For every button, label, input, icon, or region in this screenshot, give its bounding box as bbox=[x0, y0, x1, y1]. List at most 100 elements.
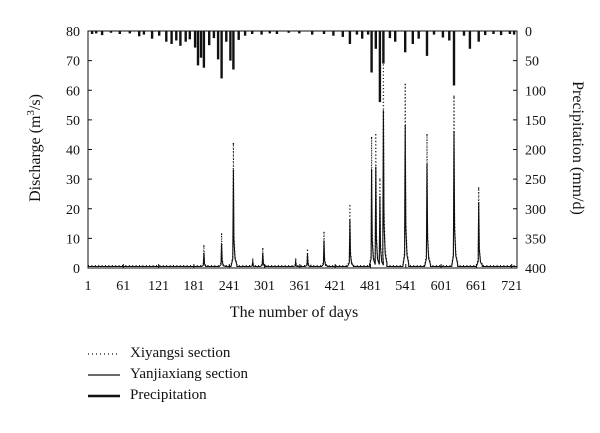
xiyangsi-peak-13 bbox=[404, 83, 406, 86]
yanjiaxiang-peak-2 bbox=[232, 169, 235, 171]
y-left-tick-label-8: 80 bbox=[66, 25, 80, 40]
x-tick-label-11: 661 bbox=[466, 279, 487, 294]
precipitation-bar-9 bbox=[158, 31, 161, 36]
yanjiaxiang-peak-8 bbox=[349, 219, 351, 222]
precipitation-bar-63 bbox=[508, 31, 512, 34]
precipitation-bar-30 bbox=[260, 31, 263, 35]
precipitation-bar-61 bbox=[492, 31, 495, 34]
xiyangsi-peak-1 bbox=[220, 233, 223, 235]
xiyangsi-peak-6 bbox=[306, 249, 309, 251]
precipitation-bar-38 bbox=[341, 31, 344, 37]
yanjiaxiang-peak-0 bbox=[203, 252, 205, 254]
x-tick-label-3: 181 bbox=[183, 279, 204, 294]
yanjiaxiang-peak-3 bbox=[252, 261, 254, 263]
yanjiaxiang-peak-6 bbox=[306, 254, 309, 256]
precipitation-bar-22 bbox=[216, 31, 220, 60]
legend-label-xiyangsi: Xiyangsi section bbox=[130, 345, 231, 361]
precipitation-bar-28 bbox=[243, 31, 247, 36]
y-axis-left-label: Discharge (m3/s) bbox=[25, 94, 44, 202]
precipitation-bar-64 bbox=[512, 31, 516, 35]
precipitation-bar-56 bbox=[452, 31, 456, 86]
precipitation-bar-37 bbox=[332, 31, 335, 36]
precipitation-bar-39 bbox=[348, 31, 352, 44]
precipitation-bar-35 bbox=[311, 31, 314, 35]
legend: Xiyangsi section Yanjiaxiang section Pre… bbox=[86, 343, 248, 406]
xiyangsi-peak-11 bbox=[379, 178, 381, 180]
yanjiaxiang-peak-7 bbox=[323, 240, 325, 242]
precipitation-bar-25 bbox=[229, 31, 232, 61]
precipitation-bar-15 bbox=[188, 31, 191, 40]
precipitation-bar-42 bbox=[366, 31, 370, 35]
precipitation-bar-47 bbox=[388, 31, 392, 39]
legend-key-dotted bbox=[88, 352, 120, 355]
y-right-tick-label-2: 100 bbox=[525, 84, 546, 99]
x-tick-label-6: 361 bbox=[289, 279, 310, 294]
precipitation-bar-3 bbox=[109, 31, 113, 33]
precipitation-bar-59 bbox=[477, 31, 480, 42]
yanjiaxiang-peak-4 bbox=[262, 252, 264, 254]
yanjiaxiang-peak-12 bbox=[382, 110, 385, 112]
legend-key-solid bbox=[88, 373, 120, 376]
y-right-tick-label-4: 200 bbox=[525, 144, 546, 159]
precipitation-bar-33 bbox=[287, 31, 290, 33]
x-tick-label-2: 121 bbox=[148, 279, 169, 294]
legend-label-precipitation: Precipitation bbox=[130, 387, 207, 403]
y-right-tick-label-5: 250 bbox=[525, 173, 546, 188]
y-right-tick-label-8: 400 bbox=[525, 262, 546, 277]
precipitation-bar-45 bbox=[378, 31, 382, 103]
precipitation-bar-57 bbox=[462, 31, 466, 36]
precipitation-bar-14 bbox=[184, 31, 187, 42]
legend-label-yanjiaxiang: Yanjiaxiang section bbox=[130, 366, 249, 382]
precipitation-bar-23 bbox=[220, 31, 223, 79]
xiyangsi-peak-8 bbox=[349, 205, 351, 207]
xiyangsi-peak-15 bbox=[453, 95, 455, 97]
precipitation-bar-53 bbox=[432, 31, 436, 35]
precipitation-bar-54 bbox=[441, 31, 445, 38]
yanjiaxiang-peak-14 bbox=[426, 163, 428, 165]
precipitation-bar-16 bbox=[193, 31, 197, 48]
y-left-tick-label-3: 30 bbox=[66, 173, 80, 188]
precipitation-bar-52 bbox=[425, 31, 429, 56]
series-yanjiaxiang-line bbox=[88, 110, 517, 268]
yanjiaxiang-peak-1 bbox=[220, 243, 223, 245]
precipitation-bar-0 bbox=[90, 31, 94, 34]
y-axis-right-label: Precipitation (mm/d) bbox=[569, 81, 586, 215]
y-right-tick-label-6: 300 bbox=[525, 203, 546, 218]
precipitation-bar-48 bbox=[394, 31, 397, 42]
xiyangsi-peak-12 bbox=[382, 54, 385, 56]
yanjiaxiang-peak-16 bbox=[478, 202, 480, 204]
y-left-tick-label-4: 40 bbox=[66, 144, 80, 159]
precipitation-bar-2 bbox=[100, 31, 104, 36]
precipitation-bar-13 bbox=[179, 31, 182, 46]
precipitation-bar-60 bbox=[484, 31, 487, 36]
precipitation-bar-7 bbox=[142, 31, 146, 35]
xiyangsi-peak-0 bbox=[203, 245, 205, 247]
yanjiaxiang-peak-13 bbox=[404, 125, 406, 127]
precipitation-bar-5 bbox=[128, 31, 131, 34]
legend-item-xiyangsi: Xiyangsi section bbox=[86, 343, 248, 364]
precipitation-bar-20 bbox=[208, 31, 211, 46]
y-left-tick-label-0: 0 bbox=[73, 262, 80, 277]
y-axis-left-label-sup: 3 bbox=[25, 110, 37, 116]
xiyangsi-peak-2 bbox=[232, 142, 235, 145]
x-tick-label-4: 241 bbox=[219, 279, 240, 294]
precipitation-bar-55 bbox=[448, 31, 451, 41]
xiyangsi-peak-9 bbox=[370, 136, 373, 139]
x-tick-label-10: 601 bbox=[431, 279, 452, 294]
precipitation-bar-49 bbox=[404, 31, 407, 53]
x-tick-label-12: 721 bbox=[501, 279, 522, 294]
precipitation-bar-32 bbox=[275, 31, 279, 34]
precipitation-bar-31 bbox=[268, 31, 271, 34]
legend-item-yanjiaxiang: Yanjiaxiang section bbox=[86, 364, 248, 385]
series-xiyangsi-line bbox=[88, 54, 517, 267]
precipitation-bar-17 bbox=[196, 31, 200, 66]
y-left-tick-label-7: 70 bbox=[66, 55, 80, 70]
yanjiaxiang-peak-10 bbox=[375, 166, 377, 168]
legend-key-bold bbox=[88, 394, 120, 397]
precipitation-bar-18 bbox=[199, 31, 203, 58]
precipitation-bar-36 bbox=[322, 31, 326, 34]
y-left-tick-label-6: 60 bbox=[66, 84, 80, 99]
precipitation-bar-12 bbox=[175, 31, 178, 41]
precipitation-bar-8 bbox=[150, 31, 154, 39]
precipitation-bar-41 bbox=[361, 31, 364, 39]
